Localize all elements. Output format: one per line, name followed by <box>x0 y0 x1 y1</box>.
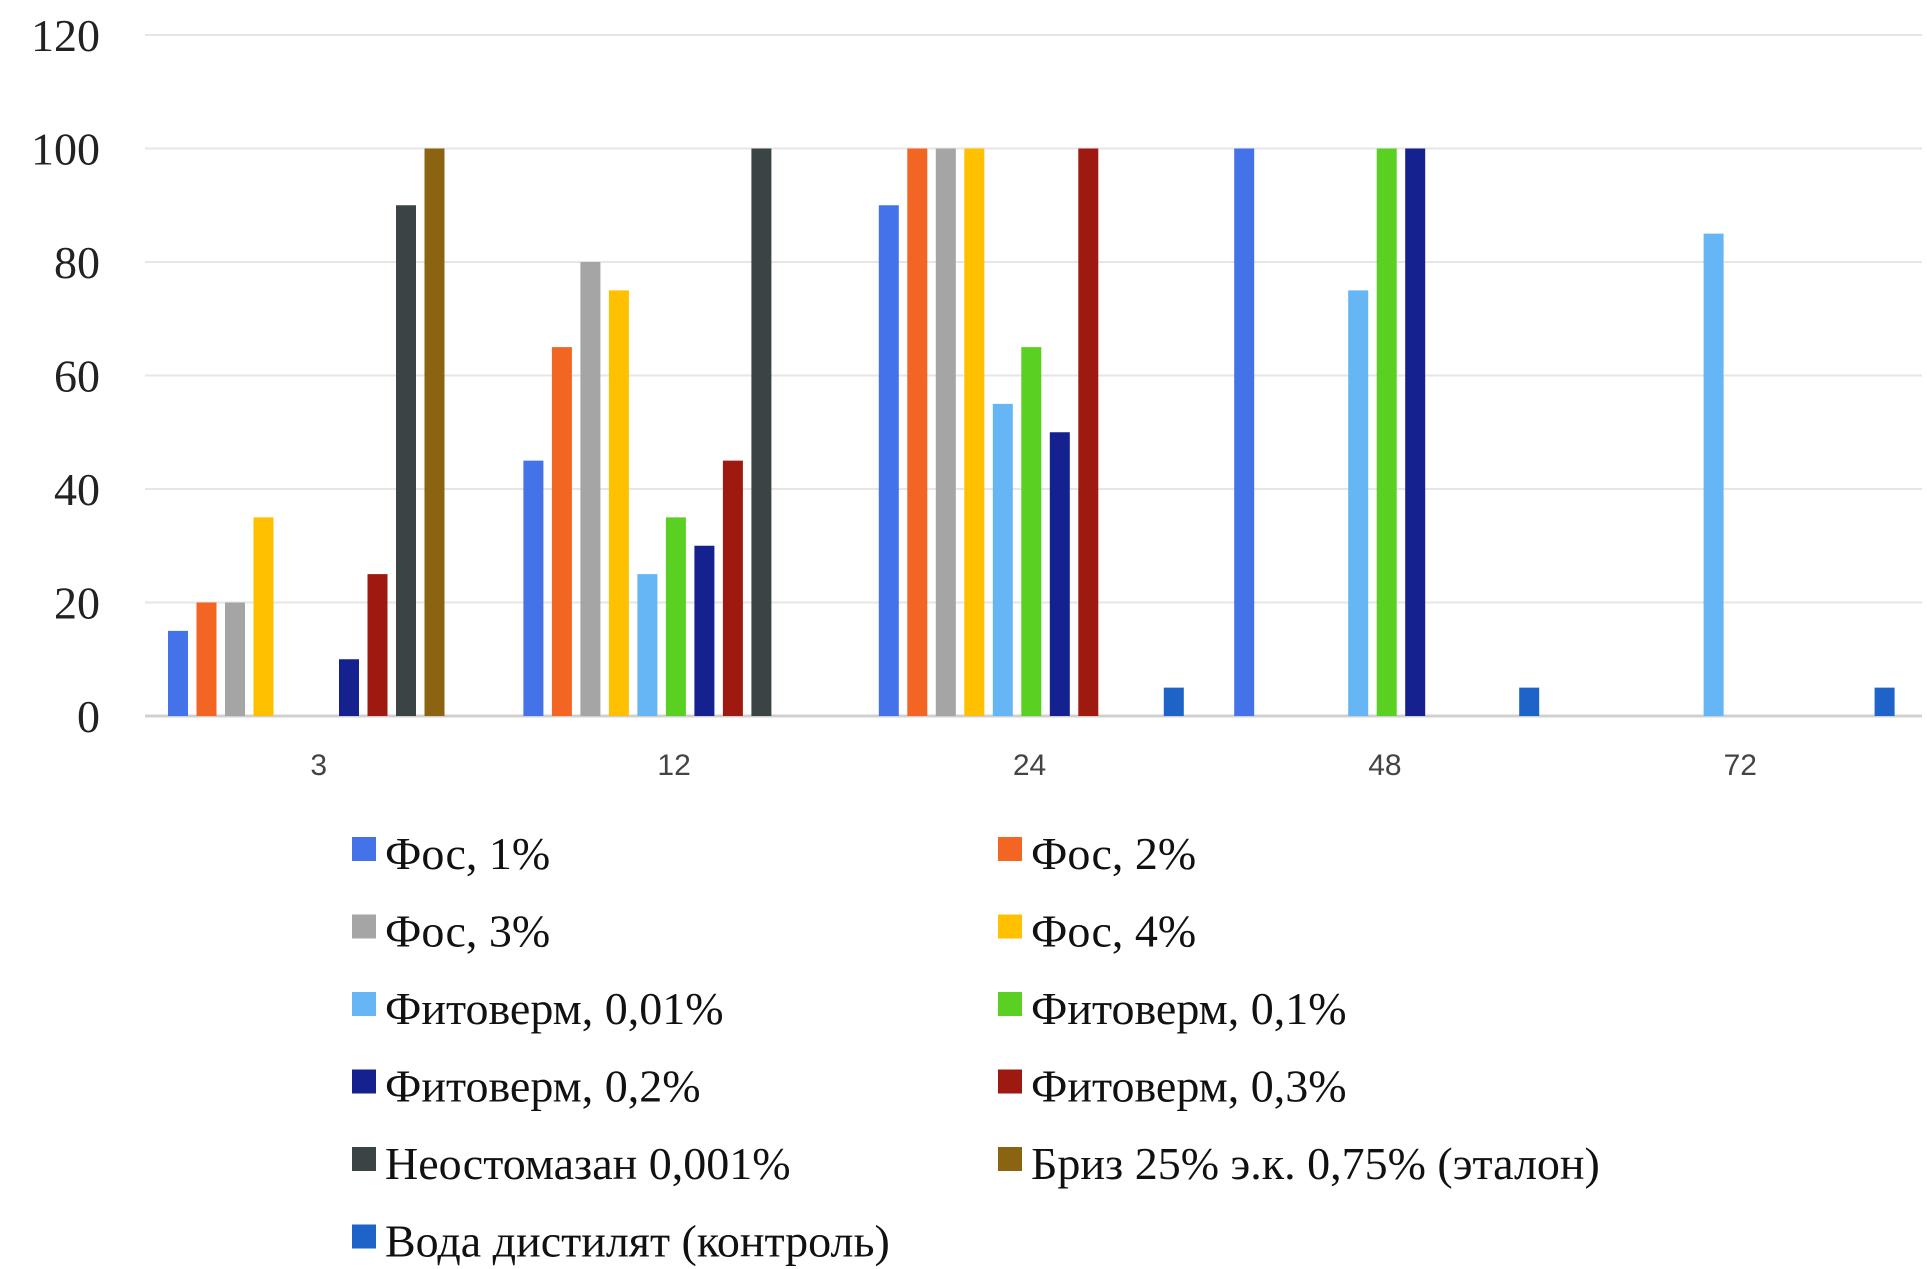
y-tick-label: 80 <box>54 237 100 288</box>
bar <box>523 460 544 716</box>
bar <box>1078 148 1099 716</box>
legend-swatch <box>352 1069 376 1094</box>
bar <box>253 517 274 716</box>
legend-item: Фос, 2% <box>998 828 1196 879</box>
bar <box>637 574 658 716</box>
legend-swatch <box>998 992 1022 1016</box>
y-tick-label: 100 <box>31 124 100 175</box>
legend-item: Фитоверм, 0,01% <box>352 983 724 1034</box>
legend-item: Фос, 1% <box>352 828 550 879</box>
bar <box>1234 148 1255 716</box>
x-tick-label: 72 <box>1724 749 1757 782</box>
bar <box>907 148 928 716</box>
bar <box>1376 148 1397 716</box>
legend-swatch <box>998 914 1022 939</box>
legend-label: Фос, 4% <box>1031 906 1196 957</box>
bar <box>608 290 629 716</box>
x-tick-label: 24 <box>1013 749 1046 782</box>
bar <box>964 148 985 716</box>
bar <box>935 148 956 716</box>
legend-swatch <box>352 1224 376 1249</box>
bar <box>367 574 388 716</box>
bars <box>168 148 1895 716</box>
legend-swatch <box>998 1147 1022 1171</box>
legend-item: Фос, 3% <box>352 906 550 957</box>
bar <box>196 602 217 716</box>
legend: Фос, 1% Фос, 2% Фос, 3% Фос, 4% Фитоверм, 0,… <box>352 828 1600 1267</box>
legend-swatch <box>352 837 376 861</box>
legend-label: Фос, 2% <box>1031 828 1196 879</box>
legend-item: Вода дистилят (контроль) <box>352 1216 890 1267</box>
bar <box>992 403 1013 716</box>
y-tick-label: 120 <box>31 10 100 61</box>
legend-label: Вода дистилят (контроль) <box>385 1216 890 1267</box>
y-tick-label: 0 <box>77 691 100 742</box>
legend-label: Фос, 1% <box>385 828 550 879</box>
bar <box>1163 687 1184 716</box>
bar <box>722 460 743 716</box>
legend-item: Фос, 4% <box>998 906 1196 957</box>
x-tick-label: 48 <box>1368 749 1401 782</box>
x-tick-label: 12 <box>657 749 690 782</box>
x-axis-ticks: 3 12 24 48 72 <box>310 749 1757 782</box>
legend-label: Неостомазан 0,001% <box>385 1138 791 1189</box>
bar <box>225 602 245 716</box>
bar <box>168 630 188 716</box>
legend-label: Фитоверм, 0,1% <box>1031 983 1347 1034</box>
legend-label: Бриз 25% э.к. 0,75% (эталон) <box>1031 1138 1600 1189</box>
bar <box>396 205 416 716</box>
legend-swatch <box>998 1069 1022 1094</box>
legend-label: Фитоверм, 0,01% <box>385 983 724 1034</box>
bar <box>1049 432 1070 716</box>
legend-swatch <box>352 992 376 1016</box>
bar <box>1519 687 1540 716</box>
bar <box>1703 233 1724 716</box>
y-tick-label: 40 <box>54 464 100 515</box>
legend-item: Неостомазан 0,001% <box>352 1138 791 1189</box>
y-tick-label: 60 <box>54 351 100 402</box>
bar <box>694 545 715 716</box>
bar <box>751 148 772 716</box>
legend-item: Фитоверм, 0,2% <box>352 1061 701 1112</box>
bar <box>339 659 359 716</box>
legend-label: Фитоверм, 0,2% <box>385 1061 701 1112</box>
bar <box>424 148 445 716</box>
legend-swatch <box>352 1147 376 1171</box>
legend-item: Бриз 25% э.к. 0,75% (эталон) <box>998 1138 1600 1189</box>
bar <box>1874 687 1895 716</box>
legend-swatch <box>352 914 376 939</box>
bar <box>551 347 572 716</box>
bar <box>580 262 601 716</box>
bar <box>1348 290 1369 716</box>
y-axis-ticks: 0 20 40 60 80 100 120 <box>31 10 100 742</box>
bar <box>665 517 686 716</box>
bar <box>1021 347 1042 716</box>
legend-item: Фитоверм, 0,1% <box>998 983 1347 1034</box>
y-tick-label: 20 <box>54 578 100 629</box>
legend-item: Фитоверм, 0,3% <box>998 1061 1347 1112</box>
bar <box>1405 148 1426 716</box>
x-tick-label: 3 <box>310 749 327 782</box>
bar <box>878 205 899 716</box>
legend-label: Фитоверм, 0,3% <box>1031 1061 1347 1112</box>
legend-label: Фос, 3% <box>385 906 550 957</box>
legend-swatch <box>998 837 1022 861</box>
